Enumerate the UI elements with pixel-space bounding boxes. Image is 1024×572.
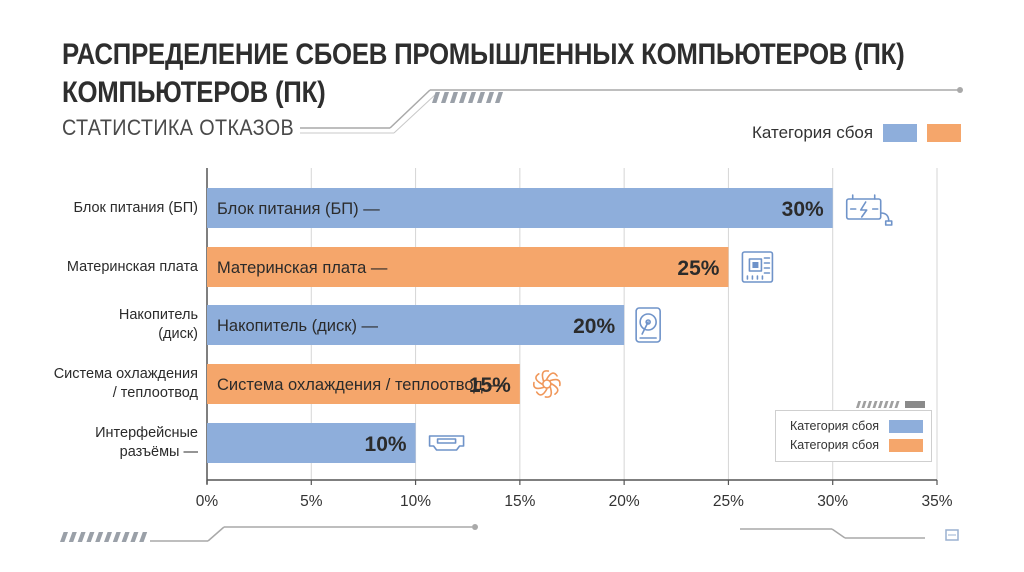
x-tick-label-0: 0% [196, 493, 219, 510]
chart-bar-texts: Блок питания (БП) — 30% Материнская плата … [217, 198, 824, 456]
bar-1 [207, 247, 729, 287]
bar-value-label-4: 10% [365, 433, 407, 456]
legend-box-orange-swatch [889, 438, 924, 452]
x-tick-label-3: 15% [504, 493, 535, 510]
bar-inner-label-0: Блок питания (БП) — [217, 200, 380, 218]
x-tick-label-4: 20% [609, 493, 640, 510]
legend-top-orange-swatch [927, 124, 962, 142]
bar-inner-label-3: Система охлаждения / теплоотвод — [217, 376, 504, 394]
bar-value-label-2: 20% [573, 315, 615, 338]
legend-top: Категория сбоя [752, 123, 962, 143]
bar-2 [207, 305, 625, 345]
legend-top-blue-swatch [883, 124, 918, 142]
title-line-1: РАСПРЕДЕЛЕНИЕ СБОЕВ ПРОМЫШЛЕННЫХ КОМПЬЮТ… [62, 38, 905, 71]
page-title: РАСПРЕДЕЛЕНИЕ СБОЕВ ПРОМЫШЛЕННЫХ КОМПЬЮТ… [62, 36, 905, 112]
bar-value-label-1: 25% [677, 257, 719, 280]
x-tick-label-7: 35% [921, 493, 952, 510]
legend-box-entry-orange: Категория сбоя [790, 438, 924, 452]
category-label-4: Интерфейсные разъёмы — [95, 425, 198, 460]
title-line-2: КОМПЬЮТЕРОВ (ПК) [62, 76, 326, 109]
x-axis-ticks: 0% 5% 10% 15% 20% 25% 30% 35% [196, 480, 953, 510]
bar-value-label-0: 30% [782, 198, 824, 221]
legend-box-entry-blue: Категория сбоя [790, 419, 924, 433]
x-tick-label-1: 5% [300, 493, 323, 510]
hard-drive-icon [635, 307, 661, 343]
chart-bars [207, 188, 833, 463]
legend-box-label-2: Категория сбоя [790, 438, 880, 452]
motherboard-icon [741, 251, 774, 283]
bar-inner-label-1: Материнская плата — [217, 259, 388, 277]
bar-4 [207, 423, 416, 463]
category-label-1: Материнская плата [66, 258, 198, 275]
fan-icon [532, 370, 561, 398]
x-tick-label-5: 25% [713, 493, 744, 510]
bar-3 [207, 364, 520, 404]
bar-0 [207, 188, 833, 228]
bar-value-label-3: 15% [469, 374, 511, 397]
legend-top-label: Категория сбоя [752, 123, 874, 142]
legend-box-blue-swatch [889, 419, 924, 433]
category-label-0: Блок питания (БП) [73, 199, 199, 216]
category-label-2: Накопитель (диск) [118, 307, 198, 342]
decorative-lines [60, 87, 963, 542]
connector-port-icon [428, 435, 465, 451]
power-supply-icon [845, 194, 893, 226]
x-tick-label-6: 30% [817, 493, 848, 510]
page-subtitle: СТАТИСТИКА ОТКАЗОВ [62, 115, 295, 140]
x-tick-label-2: 10% [400, 493, 431, 510]
chart-icons [428, 194, 893, 451]
bar-inner-label-2: Накопитель (диск) — [217, 317, 379, 335]
legend-box-label-1: Категория сбоя [790, 419, 880, 433]
legend-box: Категория сбоя Категория сбоя [775, 410, 932, 462]
category-label-3: Система охлаждения / теплоотвод [53, 366, 198, 401]
